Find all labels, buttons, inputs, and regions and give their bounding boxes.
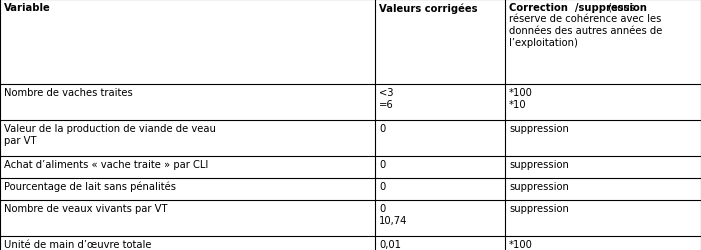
Text: Nombre de vaches traites: Nombre de vaches traites — [4, 88, 132, 98]
Text: Correction  /suppression: Correction /suppression — [509, 3, 647, 13]
Text: 0: 0 — [379, 124, 386, 134]
Text: Unité de main d’œuvre totale: Unité de main d’œuvre totale — [4, 239, 151, 249]
Text: suppression: suppression — [509, 124, 569, 134]
Text: *100
*100: *100 *100 — [509, 239, 533, 250]
Text: suppression: suppression — [509, 181, 569, 191]
Text: <3
=6: <3 =6 — [379, 88, 394, 110]
Text: 0,01
0,02: 0,01 0,02 — [379, 239, 401, 250]
Text: Achat d’aliments « vache traite » par CLI: Achat d’aliments « vache traite » par CL… — [4, 159, 208, 169]
Text: 0: 0 — [379, 159, 386, 169]
Text: 0
10,74: 0 10,74 — [379, 203, 407, 226]
Text: suppression: suppression — [509, 203, 569, 213]
Text: Variable: Variable — [4, 3, 50, 13]
Text: *100
*10: *100 *10 — [509, 88, 533, 110]
Text: Nombre de veaux vivants par VT: Nombre de veaux vivants par VT — [4, 203, 168, 213]
Text: 0: 0 — [379, 181, 386, 191]
Text: (sous: (sous — [605, 3, 635, 13]
Text: Valeurs corrigées: Valeurs corrigées — [379, 3, 477, 13]
Text: réserve de cohérence avec les
données des autres années de
l’exploitation): réserve de cohérence avec les données de… — [509, 14, 662, 48]
Text: suppression: suppression — [509, 159, 569, 169]
Text: Valeur de la production de viande de veau
par VT: Valeur de la production de viande de vea… — [4, 124, 216, 146]
Text: Pourcentage de lait sans pénalités: Pourcentage de lait sans pénalités — [4, 181, 176, 192]
